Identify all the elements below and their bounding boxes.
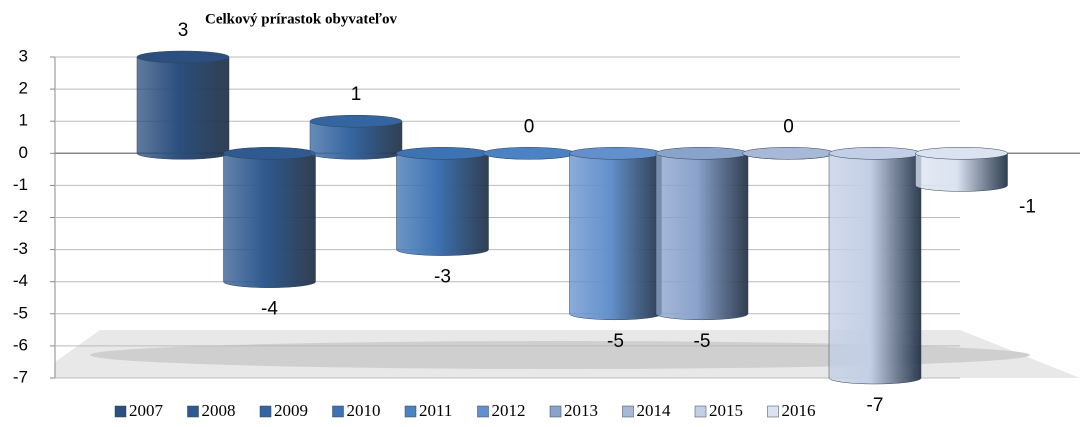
bar [655, 153, 749, 321]
legend-swatch [549, 405, 562, 418]
value-label: -4 [261, 299, 278, 320]
bar-cap [396, 147, 489, 160]
y-tick-label: -7 [13, 367, 28, 386]
bar [569, 153, 662, 321]
legend-swatch [187, 405, 199, 418]
bar [828, 153, 922, 385]
legend-label: 2007 [129, 401, 164, 420]
y-tick-label: -6 [13, 335, 28, 354]
bar [915, 153, 1008, 192]
legend-label: 2016 [782, 401, 816, 420]
bar-cap [655, 147, 749, 160]
bar-cap [136, 50, 230, 64]
value-label: -3 [434, 267, 451, 288]
bar [396, 153, 489, 256]
floor-shadow [90, 341, 1030, 369]
legend-swatch [694, 405, 707, 418]
legend-swatch [259, 405, 272, 418]
y-tick-label: -4 [13, 271, 28, 290]
legend-label: 2013 [564, 401, 598, 420]
y-tick-label: -3 [13, 239, 28, 258]
bar-cap [223, 147, 316, 160]
bar-cap [569, 147, 662, 160]
legend-label: 2009 [274, 401, 308, 420]
bar-cap [482, 147, 576, 160]
legend-swatch [332, 405, 344, 418]
legend-swatch [767, 405, 779, 418]
legend-swatch [114, 405, 127, 418]
value-label: -5 [607, 331, 624, 352]
value-label: -1 [1019, 196, 1036, 217]
value-label: 1 [351, 84, 362, 105]
value-label: 3 [178, 20, 189, 41]
value-label: -5 [694, 331, 711, 352]
legend-label: 2014 [637, 401, 672, 420]
value-label: 0 [783, 116, 794, 137]
bar-cap [742, 147, 835, 160]
y-tick-label: -5 [13, 303, 28, 322]
legend-label: 2011 [419, 401, 452, 420]
value-label: -7 [867, 395, 884, 416]
legend-swatch [622, 405, 634, 418]
legend-label: 2012 [492, 401, 526, 420]
legend-label: 2010 [347, 401, 381, 420]
legend-label: 2008 [202, 401, 236, 420]
value-label: 0 [524, 116, 535, 137]
y-tick-label: 3 [19, 46, 28, 65]
legend-swatch [404, 405, 417, 418]
bar-cap [828, 147, 922, 160]
y-tick-label: 1 [19, 111, 28, 130]
chart-title: Celkový prírastok obyvateľov [205, 11, 398, 27]
legend-label: 2015 [709, 401, 743, 420]
bar [136, 56, 230, 160]
bar [223, 153, 316, 288]
y-tick-label: 0 [19, 143, 28, 162]
bar-cap [915, 147, 1008, 160]
legend-swatch [477, 405, 489, 418]
bar-cap [309, 114, 403, 128]
y-tick-label: -2 [13, 207, 28, 226]
y-tick-label: -1 [13, 175, 28, 194]
y-tick-label: 2 [19, 79, 28, 98]
